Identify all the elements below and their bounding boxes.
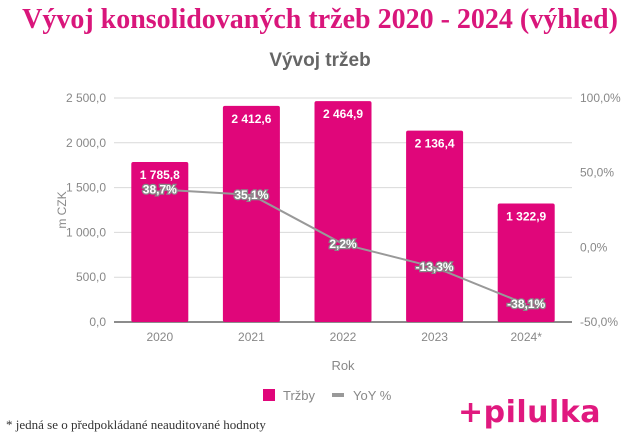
x-tick-label: 2024* bbox=[511, 330, 543, 344]
yoy-value-label: 35,1% bbox=[234, 188, 268, 202]
bar-2023 bbox=[406, 130, 464, 322]
yoy-value-label: 38,7% bbox=[143, 183, 177, 197]
bar-value-label: 2 412,6 bbox=[231, 112, 271, 126]
bar-value-label: 1 322,9 bbox=[506, 209, 546, 223]
legend-label-yoy: YoY % bbox=[353, 388, 392, 403]
yoy-value-label: 2,2% bbox=[329, 237, 357, 251]
y2-tick-label: 0,0% bbox=[580, 240, 608, 254]
bar-2022 bbox=[314, 101, 372, 322]
legend-label-trzby: Tržby bbox=[283, 388, 316, 403]
legend-swatch-trzby bbox=[263, 389, 275, 401]
x-tick-label: 2021 bbox=[238, 330, 265, 344]
legend-swatch-yoy bbox=[332, 393, 344, 397]
yoy-value-label: -38,1% bbox=[507, 297, 545, 311]
y-tick-label: 0,0 bbox=[89, 315, 106, 329]
bar-2024* bbox=[497, 203, 555, 322]
yoy-value-label: -13,3% bbox=[416, 260, 454, 274]
x-tick-label: 2022 bbox=[330, 330, 357, 344]
x-tick-label: 2023 bbox=[421, 330, 448, 344]
y2-tick-label: 50,0% bbox=[580, 166, 614, 180]
y-tick-label: 500,0 bbox=[76, 270, 106, 284]
chart-title: Vývoj tržeb bbox=[269, 50, 371, 71]
x-tick-label: 2020 bbox=[146, 330, 173, 344]
x-axis-title: Rok bbox=[331, 358, 355, 373]
pilulka-logo: +pilulka bbox=[458, 395, 602, 430]
footnote: * jedná se o předpokládané neauditované … bbox=[6, 417, 266, 432]
y-tick-label: 2 000,0 bbox=[66, 136, 106, 150]
slide-title: Vývoj konsolidovaných tržeb 2020 - 2024 … bbox=[22, 4, 618, 35]
y-tick-label: 2 500,0 bbox=[66, 91, 106, 105]
bar-value-label: 1 785,8 bbox=[140, 168, 180, 182]
y2-tick-label: 100,0% bbox=[580, 91, 621, 105]
y-tick-label: 1 500,0 bbox=[66, 181, 106, 195]
bar-value-label: 2 464,9 bbox=[323, 107, 363, 121]
bar-2021 bbox=[222, 105, 280, 322]
y-tick-label: 1 000,0 bbox=[66, 225, 106, 239]
y-axis-title: m CZK bbox=[55, 191, 69, 228]
bar-value-label: 2 136,4 bbox=[415, 137, 455, 151]
y2-tick-label: -50,0% bbox=[580, 315, 618, 329]
bar-2020 bbox=[131, 161, 189, 322]
yoy-line bbox=[159, 188, 527, 306]
